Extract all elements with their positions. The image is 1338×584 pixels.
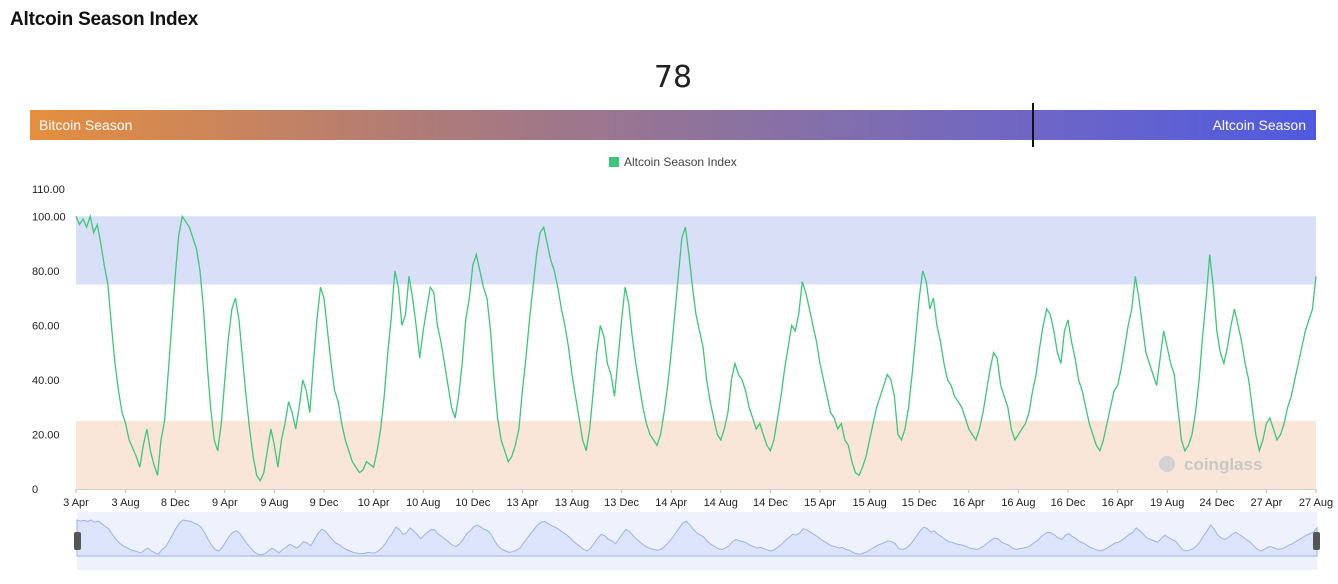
- range-navigator[interactable]: [74, 512, 1320, 570]
- bitcoin-season-label: Bitcoin Season: [39, 117, 133, 133]
- x-tick-label: 27 Apr: [1250, 497, 1282, 509]
- coinglass-watermark: coinglass: [1159, 455, 1262, 474]
- x-tick-label: 14 Dec: [753, 497, 788, 509]
- x-tick-label: 9 Apr: [212, 497, 238, 509]
- x-tick-label: 13 Aug: [555, 497, 589, 509]
- x-tick-label: 14 Aug: [704, 497, 738, 509]
- altcoin-season-label: Altcoin Season: [1212, 117, 1306, 133]
- season-bands: [76, 216, 1316, 489]
- watermark-text: coinglass: [1184, 455, 1262, 474]
- x-tick-label: 16 Aug: [1001, 497, 1035, 509]
- x-tick-label: 10 Apr: [358, 497, 390, 509]
- x-tick-label: 16 Apr: [953, 497, 985, 509]
- y-tick-label: 0: [32, 484, 38, 496]
- x-tick-label: 9 Dec: [310, 497, 339, 509]
- navigator-handle-left[interactable]: [74, 532, 81, 550]
- legend-swatch-icon: [609, 157, 619, 167]
- x-tick-label: 9 Aug: [260, 497, 288, 509]
- y-tick-label: 60.00: [32, 320, 60, 332]
- y-tick-label: 80.00: [32, 266, 60, 278]
- gauge-current-marker: [1032, 103, 1035, 147]
- page-title: Altcoin Season Index: [10, 9, 199, 30]
- chart-legend[interactable]: Altcoin Season Index: [609, 155, 737, 169]
- x-tick-label: 14 Apr: [655, 497, 687, 509]
- series-line-altcoin-season-index: [75, 213, 1317, 483]
- x-tick-label: 16 Apr: [1102, 497, 1134, 509]
- x-tick-label: 15 Dec: [902, 497, 937, 509]
- coinglass-logo-icon: [1159, 456, 1175, 472]
- x-tick-label: 8 Dec: [161, 497, 190, 509]
- legend-label: Altcoin Season Index: [624, 155, 737, 169]
- y-tick-label: 100.00: [32, 211, 66, 223]
- altcoin-season-band: [76, 216, 1316, 285]
- y-tick-label: 20.00: [32, 429, 60, 441]
- x-tick-label: 10 Dec: [455, 497, 490, 509]
- y-tick-label: 40.00: [32, 375, 60, 387]
- x-tick-label: 13 Dec: [604, 497, 639, 509]
- x-tick-label: 3 Apr: [63, 497, 89, 509]
- x-tick-label: 16 Dec: [1051, 497, 1086, 509]
- x-tick-label: 15 Apr: [804, 497, 836, 509]
- season-gauge-bar: Bitcoin Season Altcoin Season: [30, 103, 1316, 147]
- x-tick-label: 24 Dec: [1199, 497, 1234, 509]
- x-tick-label: 10 Aug: [406, 497, 440, 509]
- y-tick-label: 110.00: [32, 184, 65, 196]
- y-axis-ticks: 0 20.00 40.00 60.00 80.00 100.00 110.00: [32, 184, 66, 496]
- current-index-value: 78: [653, 60, 693, 95]
- x-axis-ticks: 3 Apr 3 Aug 8 Dec 9 Apr 9 Aug 9 Dec 10 Apr 10 A…: [63, 489, 1333, 509]
- navigator-handle-right[interactable]: [1313, 532, 1320, 550]
- x-tick-label: 19 Aug: [1150, 497, 1184, 509]
- x-tick-label: 15 Aug: [852, 497, 886, 509]
- x-tick-label: 13 Apr: [506, 497, 538, 509]
- x-tick-label: 27 Aug: [1299, 497, 1333, 509]
- navigator-area: [76, 519, 1318, 557]
- x-tick-label: 3 Aug: [112, 497, 140, 509]
- bitcoin-season-band: [76, 420, 1316, 489]
